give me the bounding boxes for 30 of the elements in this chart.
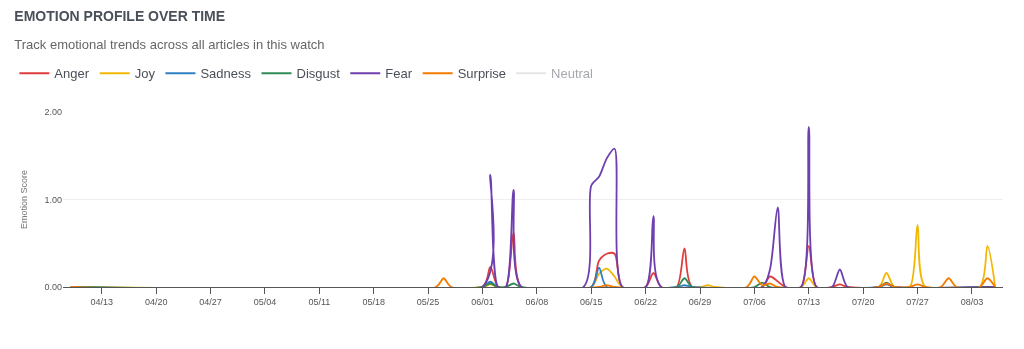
y-axis-title: Emotion Score [18,169,29,230]
x-tick-label: 07/27 [906,296,929,307]
chart-title: EMOTION PROFILE OVER TIME [14,7,226,24]
x-tick-label: 07/13 [797,296,821,307]
y-tick-label: 2.00 [44,107,62,118]
legend-label: Fear [385,66,413,82]
legend-label: Joy [134,66,156,82]
legend-label: Neutral [551,66,594,82]
x-tick-label: 04/13 [90,296,114,307]
x-tick-label: 04/20 [144,296,168,307]
x-tick-label: 06/01 [471,296,494,307]
x-tick-label: 06/08 [525,296,549,307]
legend-label: Surprise [457,66,507,82]
x-tick-label: 06/15 [579,296,603,307]
chart-subtitle: Track emotional trends across all articles in this watch [14,36,325,52]
x-tick-label: 06/22 [634,296,657,307]
x-tick-label: 05/04 [253,296,277,307]
y-tick-label: 0.00 [44,282,62,293]
y-tick-label: 1.00 [44,194,62,205]
legend-label: Sadness [200,66,252,82]
x-tick-label: 05/25 [416,296,440,307]
x-tick-label: 05/18 [362,296,386,307]
legend-label: Disgust [296,66,341,82]
legend-label: Anger [54,66,90,82]
x-tick-label: 05/11 [308,296,331,307]
x-tick-label: 04/27 [199,296,222,307]
x-tick-label: 07/06 [743,296,766,307]
x-tick-label: 08/03 [960,296,984,307]
x-tick-label: 07/20 [851,296,875,307]
x-tick-label: 06/29 [688,296,712,307]
